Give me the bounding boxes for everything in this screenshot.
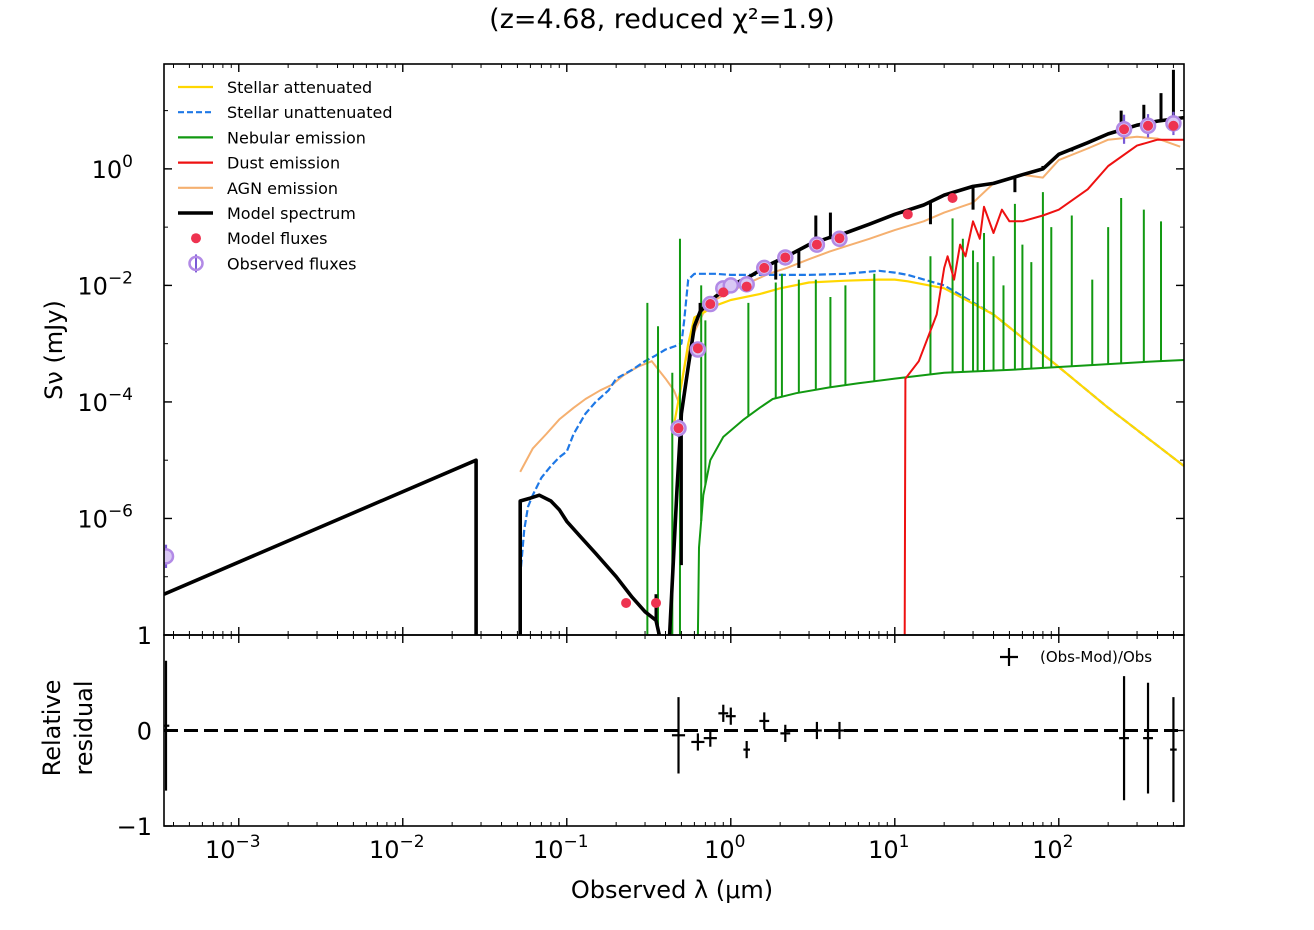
model-flux-point: [673, 423, 684, 434]
stellar-attenuated-line: [672, 278, 1184, 467]
main-y-tick-label: 100: [92, 152, 133, 184]
main-y-axis-label: Sν (mJy): [40, 300, 68, 400]
stellar-unattenuated-line: [519, 269, 1184, 577]
model-flux-point: [651, 597, 662, 608]
main-y-tick-label-exponent: −6: [108, 501, 133, 521]
residual-y-tick-label: 1: [137, 622, 152, 650]
residual-y-axis-label-line2: residual: [70, 680, 98, 775]
residual-legend-label: (Obs-Mod)/Obs: [1040, 648, 1152, 666]
x-tick-label: 101: [868, 832, 909, 864]
main-y-tick-label-exponent: 0: [122, 152, 133, 172]
residual-legend: (Obs-Mod)/Obs: [1000, 648, 1152, 666]
x-tick-label: 10−2: [369, 832, 425, 864]
model-flux-point: [947, 193, 958, 204]
main-plot-series: [164, 69, 1184, 635]
model-flux-point: [692, 343, 703, 354]
legend: Stellar attenuated Stellar unattenuated Ne…: [178, 78, 392, 273]
main-y-tick-label: 10−2: [77, 268, 133, 300]
legend-label: Model spectrum: [227, 204, 356, 223]
x-tick-label: 10−1: [533, 832, 589, 864]
main-y-tick-label: 10−6: [77, 501, 133, 533]
model-flux-point: [759, 262, 770, 273]
model-flux-point: [1143, 120, 1154, 131]
residual-y-tick-label: −1: [117, 813, 152, 841]
legend-label: Stellar unattenuated: [227, 103, 392, 122]
x-tick-label-exponent: −2: [400, 832, 425, 852]
legend-label: AGN emission: [227, 179, 338, 198]
x-tick-label-exponent: −1: [564, 832, 589, 852]
model-flux-point: [1168, 120, 1179, 131]
model-flux-point: [718, 287, 729, 298]
legend-label: Model fluxes: [227, 229, 328, 248]
residual-y-tick-label: 0: [137, 718, 152, 746]
x-tick-label-exponent: 0: [735, 832, 746, 852]
x-tick-label-exponent: 2: [1063, 832, 1074, 852]
model-flux-point: [834, 233, 845, 244]
x-axis-label: Observed λ (μm): [571, 876, 773, 904]
legend-label: Nebular emission: [227, 128, 366, 147]
legend-marker: [191, 233, 201, 244]
x-tick-label: 102: [1032, 832, 1073, 864]
x-tick-label-exponent: −3: [236, 832, 261, 852]
model-flux-point: [705, 299, 716, 310]
main-y-tick-label-exponent: −2: [108, 268, 133, 288]
model-flux-point: [811, 239, 822, 250]
model-flux-point: [1119, 124, 1130, 135]
observed-flux-point: [164, 548, 175, 565]
legend-label: Stellar attenuated: [227, 78, 372, 97]
legend-label: Observed fluxes: [227, 254, 356, 273]
main-y-tick-label: 10−4: [77, 385, 133, 417]
agn-emission-line: [519, 135, 1181, 473]
x-tick-label: 100: [704, 832, 745, 864]
dust-emission-line: [903, 138, 1184, 635]
x-tick-label-exponent: 1: [899, 832, 910, 852]
legend-label: Dust emission: [227, 154, 340, 173]
model-flux-point: [741, 281, 752, 292]
main-y-tick-label-exponent: −4: [108, 385, 133, 405]
legend-marker: [188, 255, 204, 272]
nebular-emission-line: [696, 359, 1184, 635]
model-flux-point: [902, 209, 913, 220]
model-flux-point: [621, 597, 632, 608]
x-tick-label: 10−3: [205, 832, 261, 864]
chart-title: (z=4.68, reduced χ²=1.9): [489, 4, 835, 35]
observed-flux-point: [722, 277, 740, 294]
residual-y-axis-label-line1: Relative: [38, 680, 66, 777]
model-spectrum-line: [164, 115, 1184, 635]
model-flux-point: [780, 252, 791, 263]
residual-plot-series: [164, 660, 1184, 803]
